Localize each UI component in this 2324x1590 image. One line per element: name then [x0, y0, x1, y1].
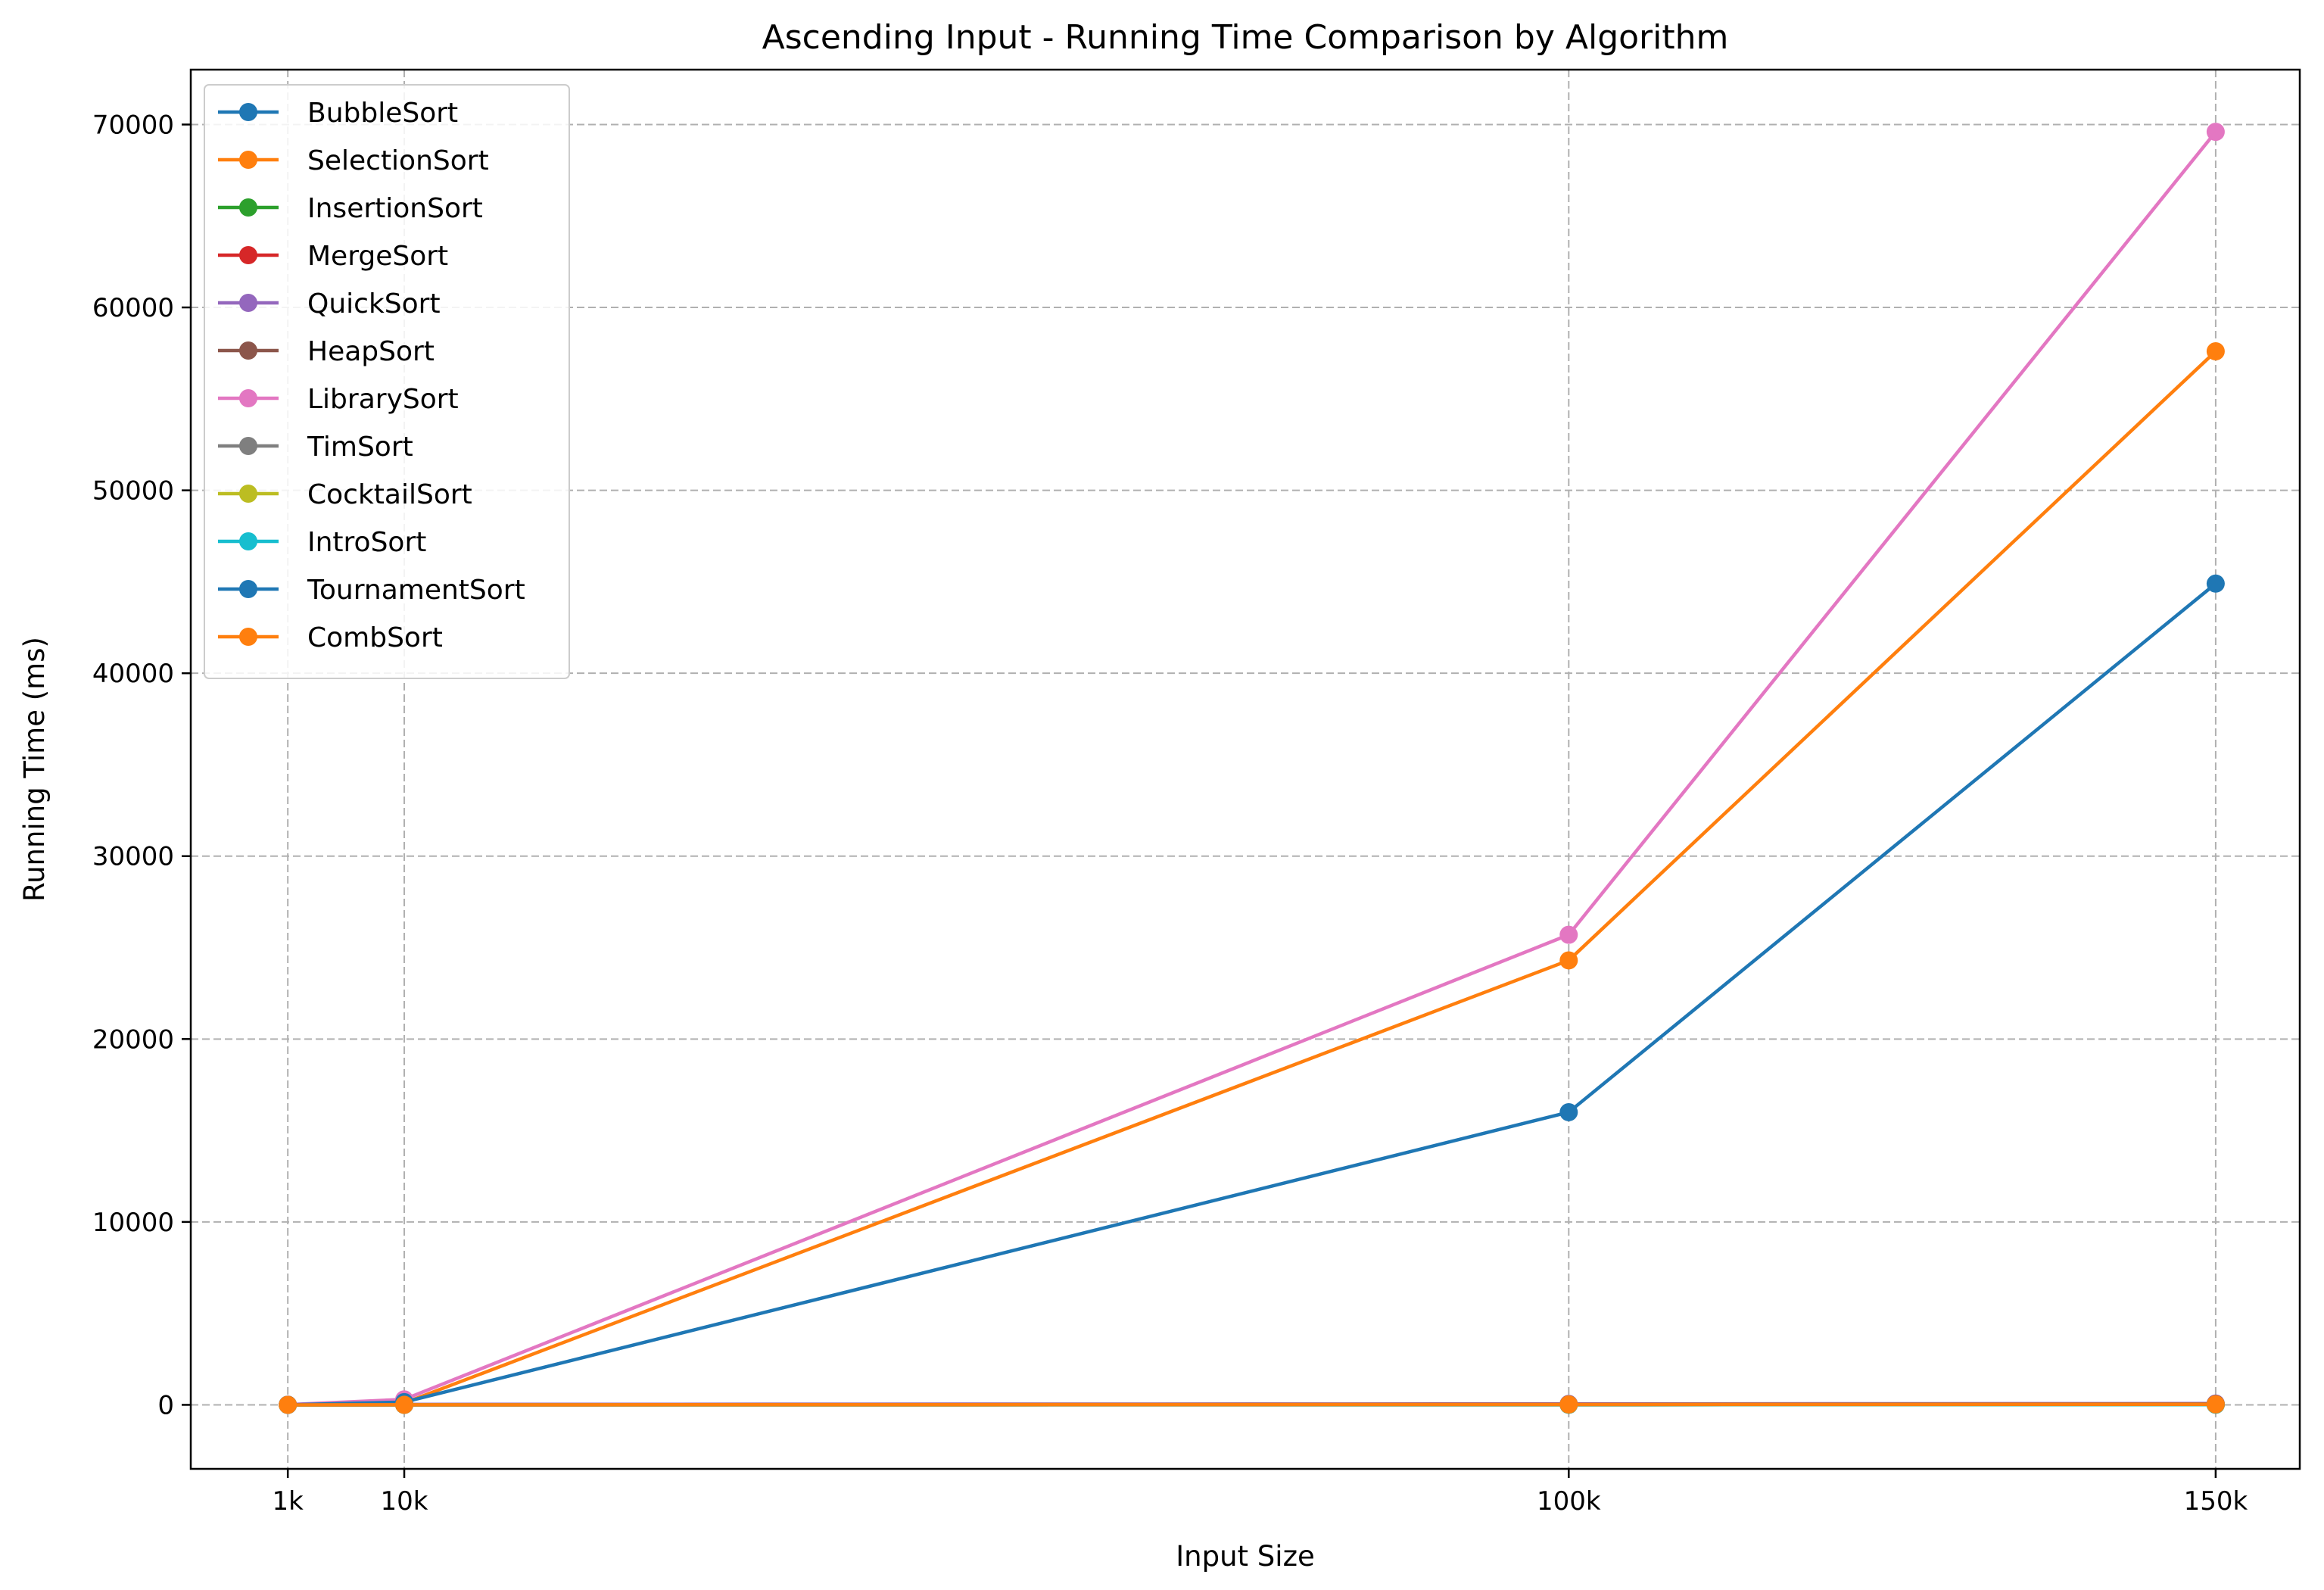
legend-label: SelectionSort: [307, 145, 489, 176]
legend-marker: [239, 198, 257, 217]
y-axis-title: Running Time (ms): [18, 637, 51, 902]
legend-marker: [239, 103, 257, 121]
data-point-tournamentsort: [1559, 1102, 1578, 1121]
legend-item-cocktailsort: CocktailSort: [218, 479, 472, 510]
legend-label: CombSort: [307, 622, 443, 653]
y-tick-label: 40000: [92, 659, 174, 689]
legend-label: MergeSort: [307, 241, 448, 272]
data-point-combsort: [395, 1395, 414, 1414]
legend-item-selectionsort: SelectionSort: [218, 145, 489, 176]
legend-label: IntroSort: [307, 527, 426, 558]
legend-marker: [239, 485, 257, 503]
axis-ticks: 1k 10k 100k 150k 0 10000 20000 30000 40000 50000 6…: [92, 110, 2248, 1517]
plot-frame: [189, 68, 2301, 1470]
series-line-combsort: [288, 1402, 2216, 1407]
legend-marker: [239, 294, 257, 312]
legend-label: InsertionSort: [307, 193, 483, 224]
data-point-combsort: [279, 1395, 298, 1414]
y-tick-label: 0: [157, 1390, 174, 1420]
data-point-selectionsort: [2206, 342, 2225, 361]
legend-item-heapsort: HeapSort: [218, 336, 435, 367]
legend-item-timsort: TimSort: [218, 432, 413, 463]
x-axis-title: Input Size: [1176, 1540, 1315, 1573]
data-point-selectionsort: [1559, 951, 1578, 970]
legend-item-librarysort: LibrarySort: [218, 384, 459, 415]
x-tick-label: 100k: [1537, 1486, 1601, 1517]
y-tick-label: 50000: [92, 476, 174, 507]
legend-item-bubblesort: BubbleSort: [218, 98, 458, 129]
legend-marker: [239, 437, 257, 455]
legend: BubbleSort SelectionSort InsertionSort Merg…: [204, 84, 570, 679]
legend-item-mergesort: MergeSort: [218, 241, 448, 272]
legend-label: CocktailSort: [307, 479, 472, 510]
legend-marker: [239, 341, 257, 360]
legend-item-introsort: IntroSort: [218, 527, 426, 558]
data-point-combsort: [1559, 1395, 1578, 1414]
legend-item-combsort: CombSort: [218, 622, 443, 653]
data-point-librarysort: [1559, 925, 1578, 944]
legend-marker: [239, 389, 257, 407]
x-tick-label: 10k: [381, 1486, 428, 1517]
legend-marker: [239, 580, 257, 598]
legend-item-tournamentsort: TournamentSort: [218, 575, 525, 606]
legend-item-insertionsort: InsertionSort: [218, 193, 483, 224]
legend-marker: [239, 628, 257, 646]
legend-label: LibrarySort: [307, 384, 459, 415]
x-tick-label: 1k: [273, 1486, 304, 1517]
chart-title: Ascending Input - Running Time Compariso…: [762, 18, 1729, 57]
legend-label: QuickSort: [307, 288, 441, 320]
y-tick-label: 10000: [92, 1208, 174, 1238]
y-tick-label: 60000: [92, 293, 174, 323]
series-combsort: [279, 1395, 2225, 1414]
y-tick-label: 70000: [92, 110, 174, 140]
legend-marker: [239, 151, 257, 169]
data-point-librarysort: [2206, 123, 2225, 142]
legend-marker: [239, 532, 257, 550]
legend-box: [204, 84, 570, 679]
x-tick-label: 150k: [2184, 1486, 2248, 1517]
legend-item-quicksort: QuickSort: [218, 288, 441, 320]
legend-marker: [239, 246, 257, 264]
data-point-tournamentsort: [2206, 574, 2225, 593]
y-tick-label: 30000: [92, 842, 174, 872]
plot-series: [279, 123, 2225, 1414]
legend-label: BubbleSort: [307, 98, 458, 129]
y-tick-label: 20000: [92, 1024, 174, 1055]
legend-label: TimSort: [307, 432, 413, 463]
data-point-combsort: [2206, 1395, 2225, 1414]
legend-label: HeapSort: [307, 336, 435, 367]
legend-label: TournamentSort: [307, 575, 525, 606]
